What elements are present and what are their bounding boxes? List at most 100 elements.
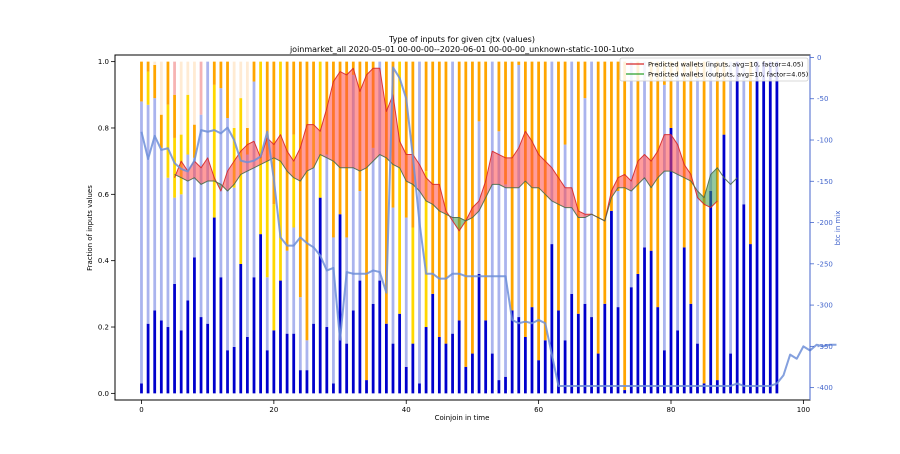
bar-segment-other1	[398, 61, 402, 314]
bar-segment-remix	[570, 61, 574, 294]
bar-segment-other1	[173, 137, 176, 198]
band-inputs-above	[254, 141, 261, 168]
bar-segment-remix	[159, 147, 163, 321]
bar-segment-remix	[179, 194, 183, 331]
band-inputs-above	[565, 187, 572, 208]
bar-segment-other2	[464, 61, 468, 367]
y2-tick-label: 0	[817, 54, 821, 62]
bar-segment-remix	[146, 104, 150, 324]
bar-segment-remix	[563, 144, 567, 341]
bar-segment-fresh	[358, 280, 362, 394]
bar-segment-remix	[332, 237, 335, 384]
x-tick-label: 60	[534, 406, 543, 414]
bar-segment-other2	[252, 61, 256, 82]
bar-segment-other2	[305, 61, 309, 341]
bar-segment-fresh	[596, 353, 600, 394]
bar-segment-other2	[623, 61, 627, 391]
bar-segment-other2	[583, 61, 587, 99]
bar-segment-other	[159, 61, 163, 115]
bars-layer	[140, 61, 779, 394]
bar-segment-fresh	[219, 277, 223, 394]
bar-segment-other2	[523, 61, 527, 337]
bar-segment-fresh	[497, 380, 501, 394]
bar-segment-fresh	[232, 346, 236, 394]
bar-segment-other2	[411, 61, 415, 228]
bar-segment-fresh	[325, 327, 329, 394]
band-inputs-above	[201, 157, 208, 185]
bar-segment-fresh	[437, 336, 441, 394]
bar-segment-other1	[411, 227, 415, 344]
bar-segment-remix	[583, 98, 587, 304]
bar-segment-fresh	[259, 234, 263, 394]
bar-segment-fresh	[616, 307, 620, 394]
bar-segment-fresh	[570, 293, 574, 394]
bar-segment-other2	[292, 61, 296, 135]
bar-segment-other	[173, 61, 176, 95]
bar-segment-fresh	[623, 390, 627, 394]
bar-segment-fresh	[603, 303, 607, 394]
y2-axis-label: btc in mix	[834, 211, 842, 246]
bar-segment-fresh	[384, 323, 388, 394]
x-axis-label: Coinjoin in time	[435, 414, 490, 422]
bar-segment-fresh	[444, 343, 448, 394]
band-inputs-above	[300, 124, 307, 182]
legend-box	[619, 57, 809, 82]
bar-segment-fresh	[338, 214, 342, 394]
chart-title: Type of inputs for given cjtx (values)	[388, 35, 535, 44]
bar-segment-fresh	[696, 343, 699, 394]
bar-segment-fresh	[517, 317, 521, 394]
band-inputs-above	[359, 74, 367, 172]
bar-segment-other1	[239, 98, 243, 264]
bar-segment-other2	[193, 124, 196, 158]
y2-tick-label: -300	[817, 302, 833, 310]
bar-segment-other1	[272, 204, 276, 331]
bar-segment-other2	[384, 61, 388, 324]
bar-segment-fresh	[682, 247, 686, 394]
bar-segment-remix	[325, 154, 329, 328]
bar-segment-other2	[682, 61, 686, 248]
bar-segment-fresh	[656, 307, 660, 394]
bar-segment-fresh	[285, 333, 289, 394]
bar-segment-other2	[656, 61, 660, 308]
bar-segment-other2	[497, 61, 501, 132]
bar-segment-fresh	[669, 127, 673, 394]
band-inputs-above	[677, 144, 685, 178]
band-inputs-above	[498, 154, 506, 188]
bar-segment-fresh	[768, 61, 772, 394]
bar-segment-remix	[497, 131, 501, 381]
bar-segment-other2	[603, 61, 607, 304]
bar-segment-other2	[689, 61, 693, 304]
bar-segment-remix	[550, 61, 554, 245]
y-tick-label: 0.4	[98, 257, 110, 265]
bar-segment-fresh	[643, 247, 646, 394]
bar-segment-fresh	[292, 333, 296, 394]
band-inputs-above	[306, 124, 314, 172]
bar-segment-fresh	[457, 320, 461, 394]
bar-segment-fresh	[159, 320, 163, 394]
bar-segment-remix	[173, 197, 176, 284]
band-inputs-above	[227, 161, 235, 192]
bar-segment-other1	[186, 94, 190, 155]
bar-segment-remix	[391, 207, 395, 344]
bar-segment-fresh	[537, 360, 541, 394]
band-inputs-above	[399, 141, 407, 182]
bar-segment-remix	[696, 78, 699, 344]
bar-segment-other1	[212, 84, 216, 218]
x-tick-label: 100	[797, 406, 810, 414]
series-line-layer	[140, 66, 837, 387]
bar-segment-other	[245, 61, 249, 128]
bar-segment-fresh	[742, 204, 746, 394]
bar-segment-other	[199, 61, 203, 115]
bar-segment-other1	[259, 61, 263, 235]
bar-segment-other2	[537, 61, 541, 361]
band-inputs-above	[472, 200, 480, 218]
bar-segment-other1	[166, 104, 170, 178]
bar-segment-fresh	[563, 340, 567, 394]
band-inputs-above	[518, 131, 526, 188]
y2-tick-label: -150	[817, 178, 833, 186]
bar-segment-remix	[140, 101, 143, 384]
bar-segment-other	[186, 61, 190, 95]
btc-in-mix-line	[140, 66, 837, 387]
band-inputs-above	[240, 144, 248, 175]
bar-segment-fresh	[239, 263, 243, 394]
